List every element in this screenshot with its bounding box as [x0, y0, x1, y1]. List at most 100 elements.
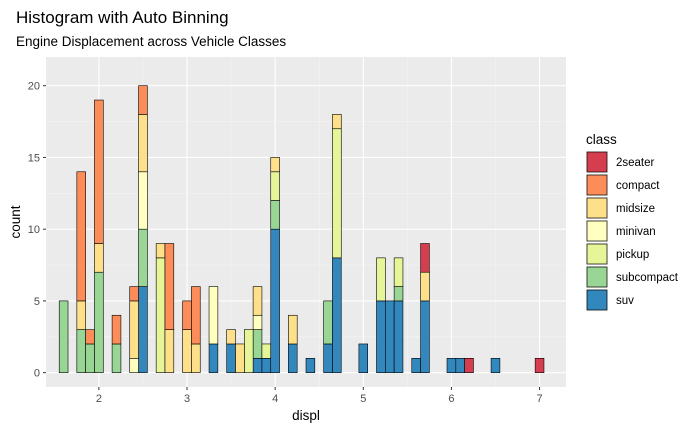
bar-segment-2seater [534, 357, 545, 373]
bar-segment-subcompact [138, 228, 148, 287]
bar-segment-2seater [464, 357, 474, 373]
bar-segment-minivan [129, 357, 139, 373]
bar-segment-suv [446, 357, 457, 373]
bar-segment-2seater [420, 243, 430, 273]
bar-segment-midsize [226, 329, 236, 345]
bar-segment-midsize [76, 300, 86, 330]
x-tick-label: 3 [184, 393, 190, 405]
bar-segment-midsize [182, 329, 192, 373]
legend-label-subcompact: subcompact [616, 272, 679, 284]
bar-segment-compact [191, 286, 201, 345]
bar-segment-midsize [252, 286, 263, 316]
axis-ticks: 2 3 4 5 6 7 0 5 10 15 20 [28, 81, 543, 405]
bars-layer [58, 85, 545, 373]
x-tick-label: 7 [536, 393, 542, 405]
bar-segment-suv [138, 286, 148, 373]
bar-segment-midsize [191, 343, 201, 373]
y-axis-title: count [8, 205, 23, 238]
bar-segment-compact [164, 243, 175, 330]
bar-segment-midsize [155, 243, 166, 259]
bar-segment-compact [129, 286, 139, 302]
bar-segment-subcompact [270, 200, 280, 230]
bar-segment-minivan [138, 171, 148, 230]
x-tick-label: 5 [360, 393, 366, 405]
bar-segment-midsize [332, 114, 342, 130]
bar-segment-suv [252, 357, 263, 373]
bar-segment-suv [305, 357, 316, 373]
bar-segment-pickup [270, 171, 280, 201]
bar-segment-compact [76, 171, 86, 302]
bar-segment-subcompact [111, 343, 122, 373]
legend-swatch-suv [586, 289, 608, 311]
bar-segment-suv [226, 343, 236, 373]
bar-segment-subcompact [76, 329, 86, 373]
bar-segment-suv [411, 357, 421, 373]
legend-swatch-compact [586, 174, 608, 196]
bar-segment-midsize [235, 343, 245, 373]
bar-segment-compact [138, 85, 148, 115]
bar-segment-midsize [164, 329, 175, 373]
legend-title: class [586, 132, 617, 147]
bar-segment-compact [111, 314, 122, 345]
bar-segment-suv [208, 343, 219, 373]
bar-segment-minivan [208, 286, 219, 345]
bar-segment-subcompact [94, 271, 104, 373]
bar-segment-pickup [155, 257, 166, 373]
bar-segment-pickup [332, 128, 342, 259]
legend-label-compact: compact [616, 180, 660, 192]
bar-segment-midsize [288, 314, 298, 345]
bar-segment-suv [261, 357, 272, 373]
legend-label-pickup: pickup [616, 249, 649, 261]
x-axis-title: displ [292, 408, 320, 423]
bar-segment-pickup [261, 343, 272, 359]
x-tick-label: 2 [96, 393, 102, 405]
bar-segment-suv [288, 343, 298, 373]
legend-label-suv: suv [616, 295, 634, 307]
legend-swatch-midsize [586, 197, 608, 219]
bar-segment-suv [358, 343, 368, 373]
legend-label-2seater: 2seater [616, 157, 655, 169]
legend-items: 2seater compact midsize minivan pickup subcom… [586, 151, 679, 311]
bar-segment-compact [182, 300, 192, 330]
legend: class 2seater compact midsize minivan pickup… [586, 132, 679, 311]
legend-label-midsize: midsize [616, 203, 655, 215]
y-tick-label: 15 [28, 152, 40, 164]
bar-segment-midsize [94, 243, 104, 273]
bar-segment-subcompact [252, 329, 263, 359]
bar-segment-pickup [376, 257, 386, 302]
legend-swatch-2seater [586, 151, 608, 173]
chart-subtitle: Engine Displacement across Vehicle Class… [16, 34, 286, 49]
legend-swatch-pickup [586, 243, 608, 265]
bar-segment-suv [332, 257, 342, 373]
bar-segment-suv [376, 300, 386, 373]
y-tick-label: 5 [34, 296, 40, 308]
bar-segment-minivan [252, 314, 263, 330]
bar-segment-subcompact [85, 343, 95, 373]
bar-segment-suv [420, 300, 430, 373]
bar-segment-suv [323, 343, 333, 373]
y-tick-label: 20 [28, 81, 40, 93]
bar-segment-midsize [270, 157, 280, 173]
bar-segment-suv [270, 228, 280, 373]
x-tick-label: 6 [448, 393, 454, 405]
bar-segment-midsize [129, 300, 139, 359]
legend-label-minivan: minivan [616, 226, 656, 238]
bar-segment-midsize [138, 114, 148, 173]
bar-segment-pickup [393, 257, 404, 287]
legend-swatch-subcompact [586, 266, 608, 288]
y-tick-label: 0 [34, 368, 40, 380]
bar-segment-compact [85, 329, 95, 345]
bar-segment-compact [94, 99, 104, 244]
bar-segment-pickup [244, 329, 254, 373]
bar-segment-suv [455, 357, 465, 373]
bar-segment-subcompact [58, 300, 69, 373]
bar-segment-midsize [420, 271, 430, 302]
x-tick-label: 4 [272, 393, 278, 405]
chart-title: Histogram with Auto Binning [16, 8, 229, 27]
y-tick-label: 10 [28, 224, 40, 236]
bar-segment-subcompact [323, 300, 333, 345]
bar-segment-subcompact [393, 286, 404, 302]
bar-segment-suv [385, 300, 395, 373]
